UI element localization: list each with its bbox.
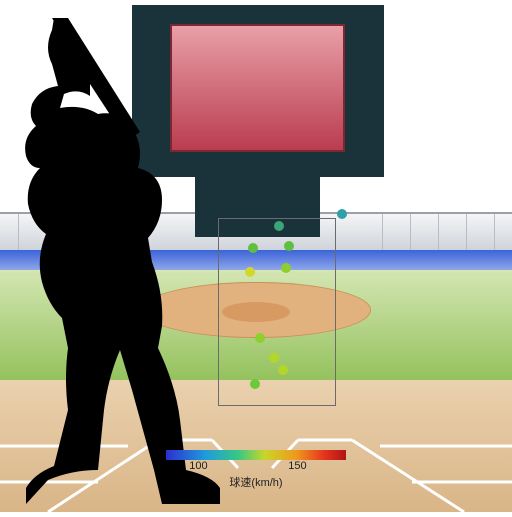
pitch-dot xyxy=(248,243,258,253)
pitch-dot xyxy=(255,333,265,343)
legend-tick: 150 xyxy=(288,460,306,472)
pitch-dot xyxy=(269,353,279,363)
pitch-dot xyxy=(281,263,291,273)
pitch-dot xyxy=(274,221,284,231)
speed-legend: 100 150 球速(km/h) xyxy=(164,450,348,490)
legend-ticks: 100 150 xyxy=(166,460,346,474)
legend-colorbar xyxy=(166,450,346,460)
legend-tick: 100 xyxy=(189,460,207,472)
legend-axis-label: 球速(km/h) xyxy=(164,474,348,490)
pitch-dot xyxy=(245,267,255,277)
pitch-dot xyxy=(278,365,288,375)
pitch-dot xyxy=(284,241,294,251)
pitch-dot xyxy=(250,379,260,389)
batter-silhouette xyxy=(12,18,242,512)
pitch-dot xyxy=(337,209,347,219)
